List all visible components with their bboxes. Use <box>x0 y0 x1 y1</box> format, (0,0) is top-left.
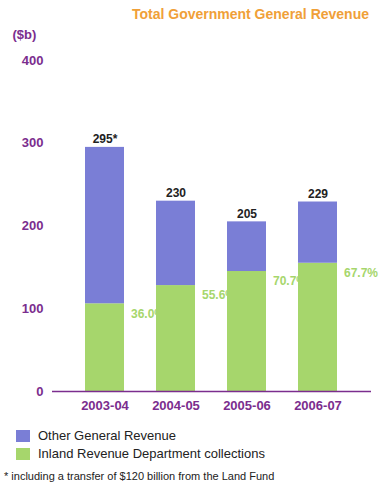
svg-text:230: 230 <box>166 186 186 200</box>
svg-text:300: 300 <box>22 135 44 150</box>
html-text:Total Government General Reven: Total Government General Revenue <box>132 6 369 22</box>
svg-text:70.7%: 70.7% <box>273 274 307 288</box>
html-text:* including a transfer of $120: * including a transfer of $120 billion f… <box>4 470 275 482</box>
svg-text:295*: 295* <box>93 132 118 146</box>
svg-text:55.6%: 55.6% <box>202 288 236 302</box>
svg-text:2003-04: 2003-04 <box>81 398 129 413</box>
svg-text:2005-06: 2005-06 <box>223 398 271 413</box>
html-text:Other General Revenue: Other General Revenue <box>38 428 176 443</box>
svg-text:2006-07: 2006-07 <box>294 398 342 413</box>
svg-text:400: 400 <box>22 53 44 68</box>
svg-text:229: 229 <box>308 187 328 201</box>
svg-text:36.0%: 36.0% <box>131 307 165 321</box>
html-text:Inland Revenue Department coll: Inland Revenue Department collections <box>38 446 265 461</box>
svg-text:($b): ($b) <box>13 27 37 42</box>
svg-text:205: 205 <box>237 207 257 221</box>
svg-text:67.7%: 67.7% <box>344 266 378 280</box>
svg-text:100: 100 <box>22 301 44 316</box>
svg-text:2004-05: 2004-05 <box>152 398 200 413</box>
svg-text:200: 200 <box>22 218 44 233</box>
svg-text:0: 0 <box>36 384 43 399</box>
